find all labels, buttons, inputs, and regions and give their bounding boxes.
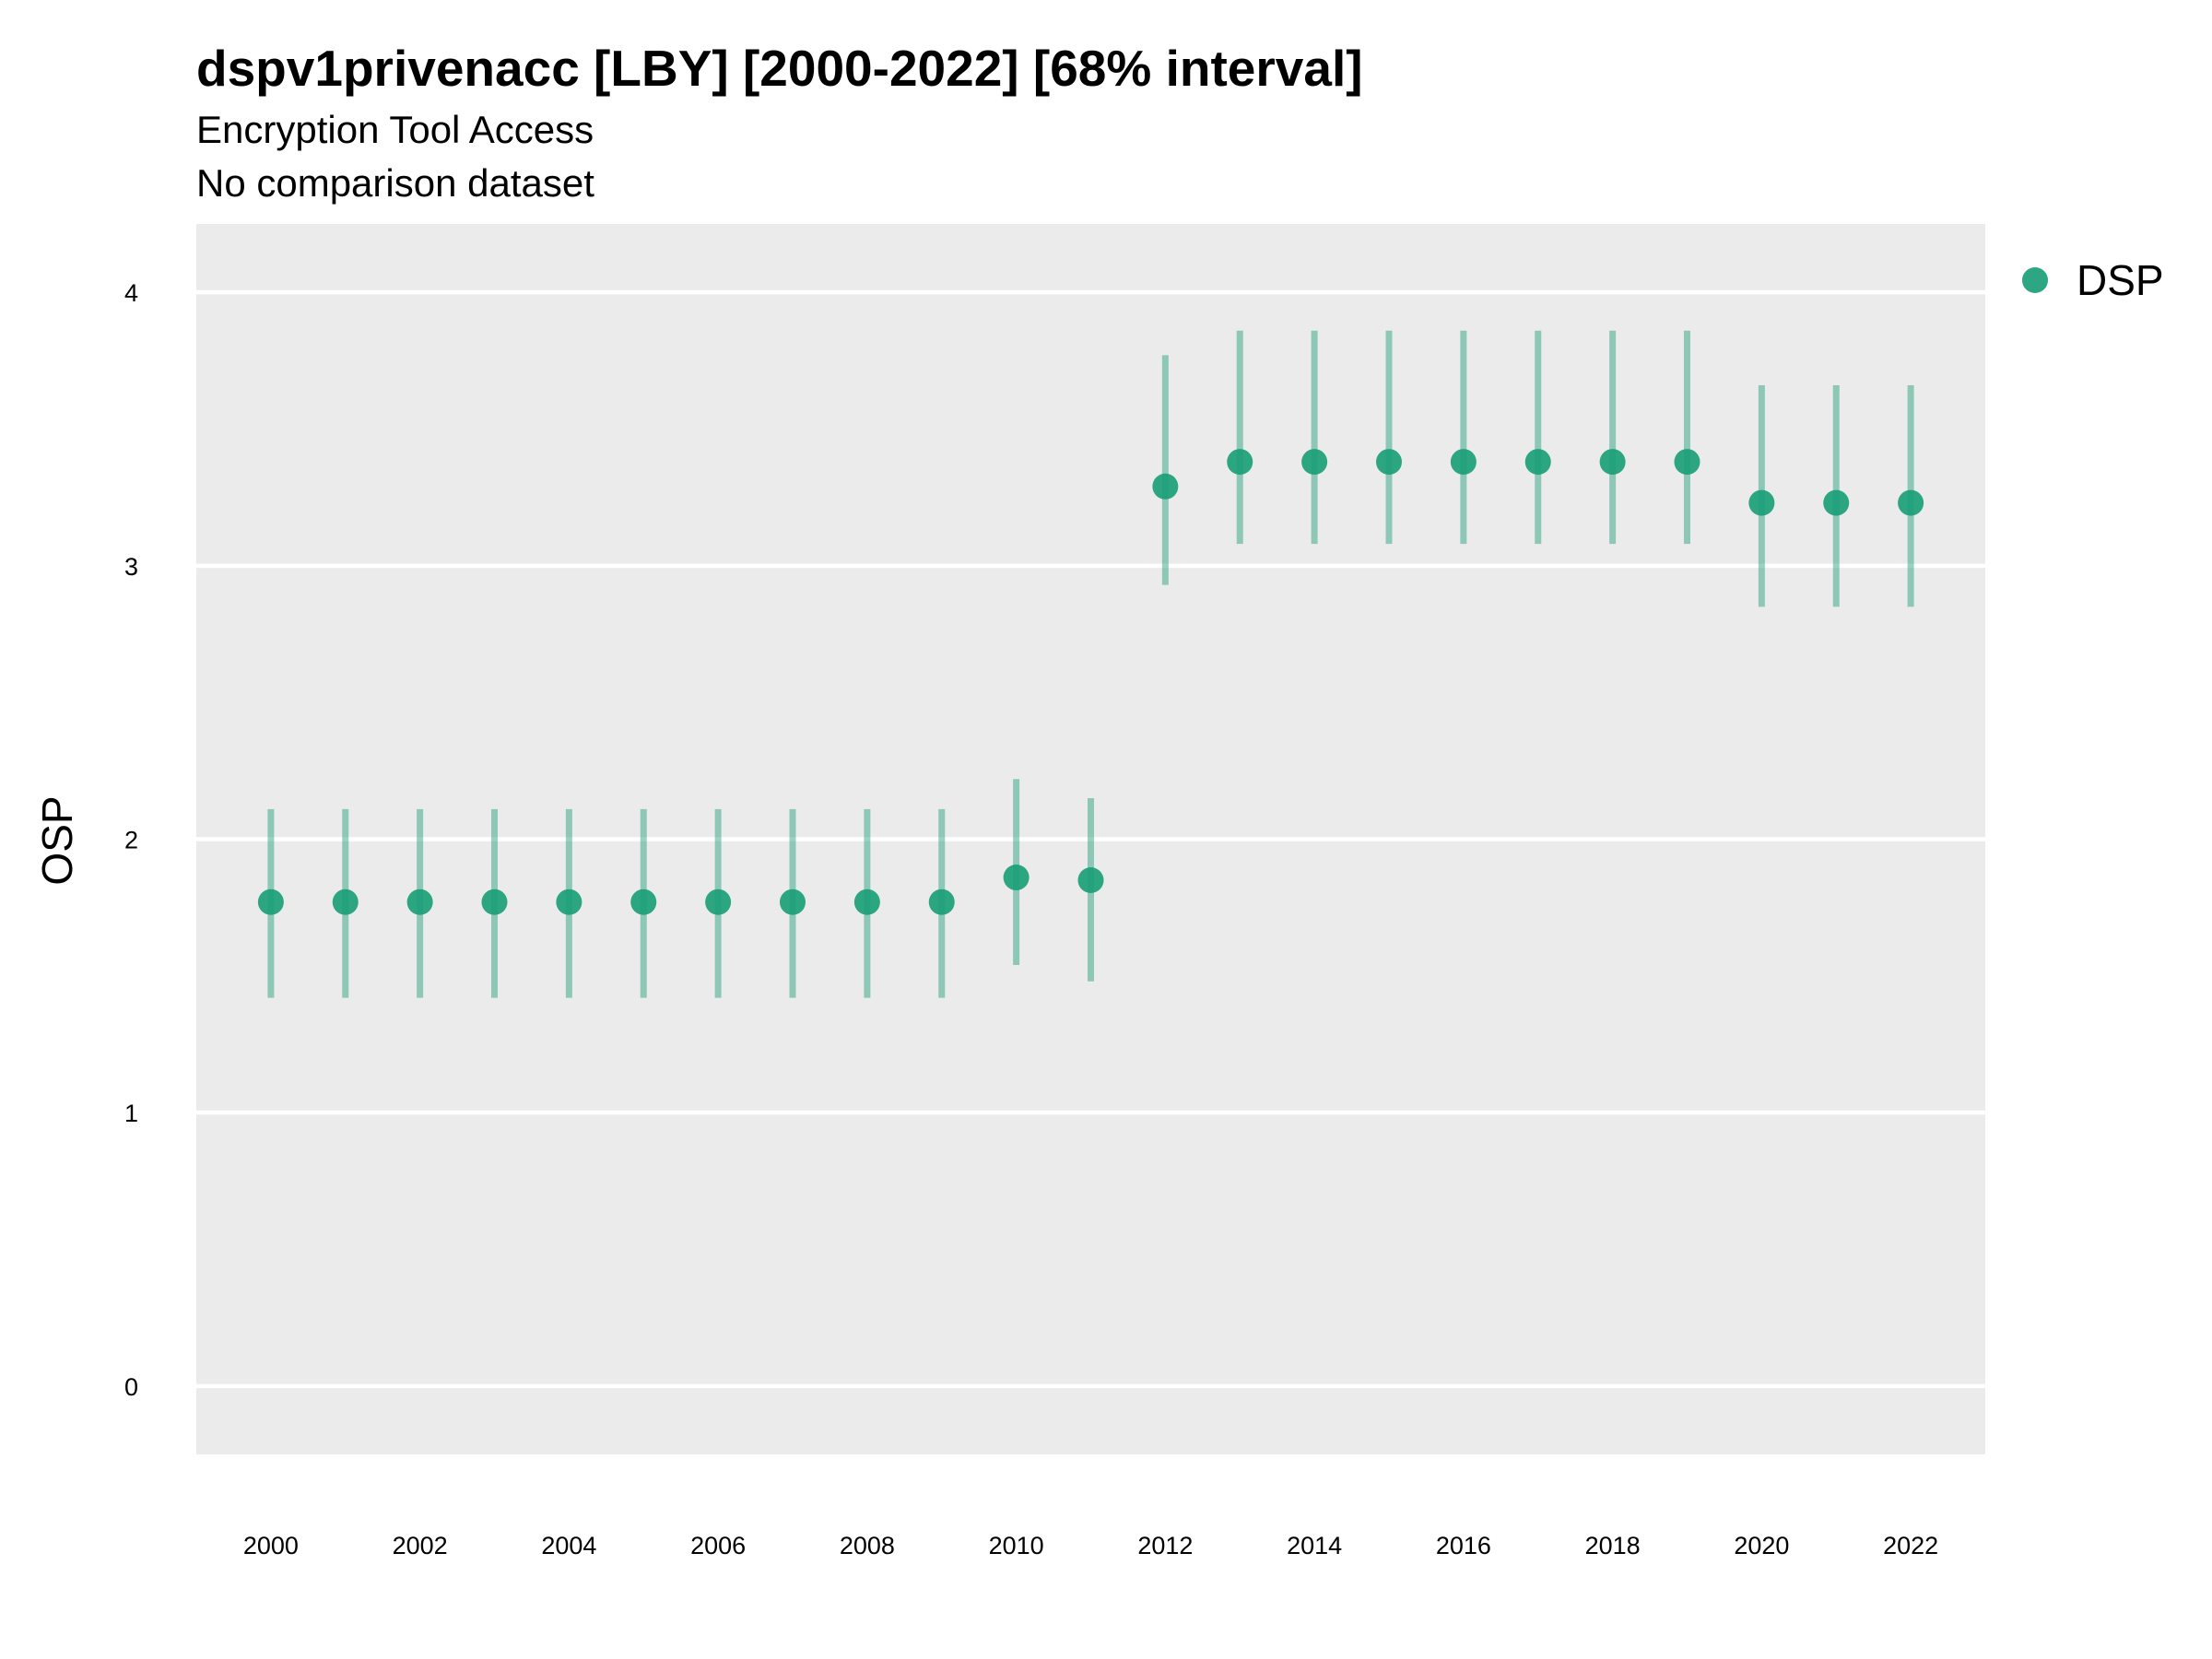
- data-point-2014: [1301, 449, 1328, 476]
- data-point-2005: [630, 888, 657, 915]
- chart-title: dspv1privenacc [LBY] [2000-2022] [68% in…: [196, 40, 1363, 97]
- data-point-2019: [1674, 449, 1700, 476]
- x-tick-label: 2020: [1734, 1532, 1789, 1559]
- data-point-2022: [1898, 489, 1924, 516]
- x-tick-label: 2008: [840, 1532, 895, 1559]
- data-point-2001: [332, 888, 359, 915]
- data-point-2021: [1823, 489, 1850, 516]
- x-tick-label: 2022: [1883, 1532, 1938, 1559]
- data-point-2012: [1152, 473, 1179, 500]
- data-point-2003: [481, 888, 508, 915]
- chart-subtitle: Encryption Tool Access: [196, 108, 594, 151]
- data-point-2015: [1376, 449, 1402, 476]
- x-tick-label: 2012: [1137, 1532, 1193, 1559]
- y-tick-label: 2: [124, 827, 138, 854]
- y-tick-label: 1: [124, 1100, 138, 1127]
- y-axis-ticks: 0 1 2 3 4: [124, 279, 138, 1401]
- x-tick-label: 2016: [1436, 1532, 1491, 1559]
- x-tick-label: 2002: [393, 1532, 448, 1559]
- data-point-2004: [556, 888, 582, 915]
- y-tick-label: 0: [124, 1373, 138, 1401]
- data-point-2016: [1450, 449, 1477, 476]
- data-point-2000: [257, 888, 284, 915]
- y-tick-label: 4: [124, 279, 138, 307]
- data-point-2018: [1599, 449, 1626, 476]
- data-point-2008: [853, 888, 880, 915]
- x-tick-label: 2010: [989, 1532, 1044, 1559]
- data-point-2006: [705, 888, 732, 915]
- x-tick-label: 2000: [243, 1532, 299, 1559]
- y-axis-title: OSP: [33, 795, 81, 885]
- x-tick-label: 2006: [690, 1532, 746, 1559]
- data-point-2020: [1748, 489, 1775, 516]
- y-tick-label: 3: [124, 553, 138, 581]
- x-tick-label: 2018: [1585, 1532, 1641, 1559]
- data-points: [257, 449, 1924, 915]
- legend: DSP: [2022, 256, 2164, 304]
- x-tick-label: 2014: [1287, 1532, 1342, 1559]
- data-point-2010: [1003, 865, 1030, 891]
- chart-subtitle-2: No comparison dataset: [196, 161, 594, 205]
- grid-lines: [196, 289, 1985, 1389]
- data-point-2011: [1077, 867, 1104, 893]
- legend-marker-dsp: [2022, 267, 2048, 293]
- data-point-2013: [1227, 449, 1253, 476]
- data-point-2007: [780, 888, 806, 915]
- x-tick-label: 2004: [541, 1532, 596, 1559]
- data-point-2009: [928, 888, 955, 915]
- data-point-2017: [1524, 449, 1551, 476]
- x-axis-ticks: 2000 2002 2004 2006 2008 2010 2012 2014 2016 2018…: [243, 1532, 1938, 1559]
- legend-label-dsp: DSP: [2077, 256, 2164, 304]
- data-point-2002: [406, 888, 433, 915]
